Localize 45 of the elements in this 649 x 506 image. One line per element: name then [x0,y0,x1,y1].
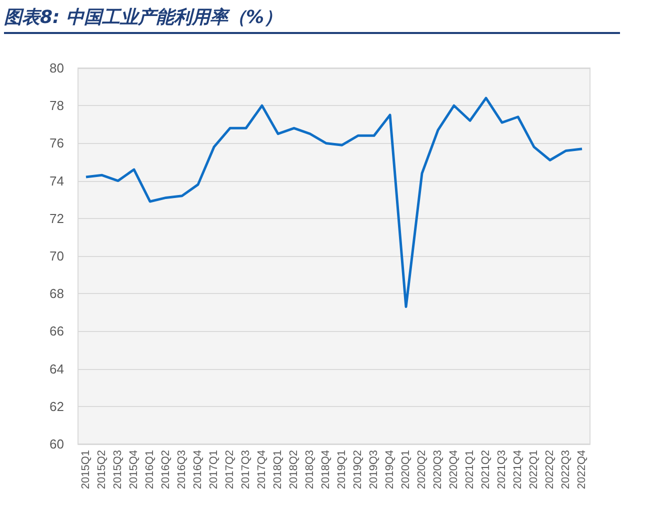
x-tick-label: 2017Q2 [224,450,236,490]
y-tick-label: 70 [50,248,64,264]
x-tick-label: 2015Q4 [128,450,140,490]
y-tick-label: 80 [50,60,64,76]
x-tick-label: 2015Q1 [80,450,92,490]
x-tick-label: 2022Q3 [560,450,572,490]
x-tick-label: 2016Q4 [192,450,204,490]
x-tick-label: 2016Q3 [176,450,188,490]
chart-title: 图表8: 中国工业产能利用率（%） [4,4,620,34]
x-tick-label: 2019Q3 [368,450,380,490]
x-tick-label: 2018Q4 [320,450,332,490]
x-tick-label: 2022Q4 [576,450,588,490]
x-tick-label: 2016Q2 [160,450,172,490]
x-tick-label: 2021Q1 [464,450,476,490]
y-tick-label: 78 [50,98,64,114]
y-tick-label: 68 [50,286,64,302]
x-tick-label: 2017Q4 [256,450,268,490]
x-tick-label: 2022Q2 [544,450,556,490]
x-tick-label: 2021Q3 [496,450,508,490]
x-tick-label: 2022Q1 [528,450,540,490]
x-tick-label: 2021Q2 [480,450,492,490]
y-tick-label: 66 [50,324,64,339]
y-tick-label: 62 [50,398,64,414]
x-tick-label: 2020Q3 [432,450,444,490]
y-tick-label: 76 [50,136,64,151]
x-tick-label: 2017Q3 [240,450,252,490]
x-tick-label: 2015Q3 [112,450,124,490]
x-tick-label: 2019Q4 [384,450,396,490]
x-tick-label: 2020Q2 [416,450,428,490]
x-tick-label: 2017Q1 [208,450,220,490]
x-tick-label: 2019Q1 [336,450,348,490]
x-tick-label: 2018Q1 [272,450,284,490]
x-tick-label: 2021Q4 [512,450,524,490]
y-tick-label: 64 [50,361,64,376]
x-tick-label: 2018Q3 [304,450,316,490]
x-tick-label: 2016Q1 [144,450,156,490]
x-tick-label: 2015Q2 [96,450,108,490]
x-tick-label: 2019Q2 [352,450,364,490]
y-tick-label: 60 [50,436,64,452]
y-tick-label: 74 [50,173,64,188]
x-tick-label: 2020Q4 [448,450,460,490]
y-tick-label: 72 [50,210,64,226]
line-series [84,96,584,308]
x-tick-label: 2020Q1 [400,450,412,490]
x-tick-label: 2018Q2 [288,450,300,490]
